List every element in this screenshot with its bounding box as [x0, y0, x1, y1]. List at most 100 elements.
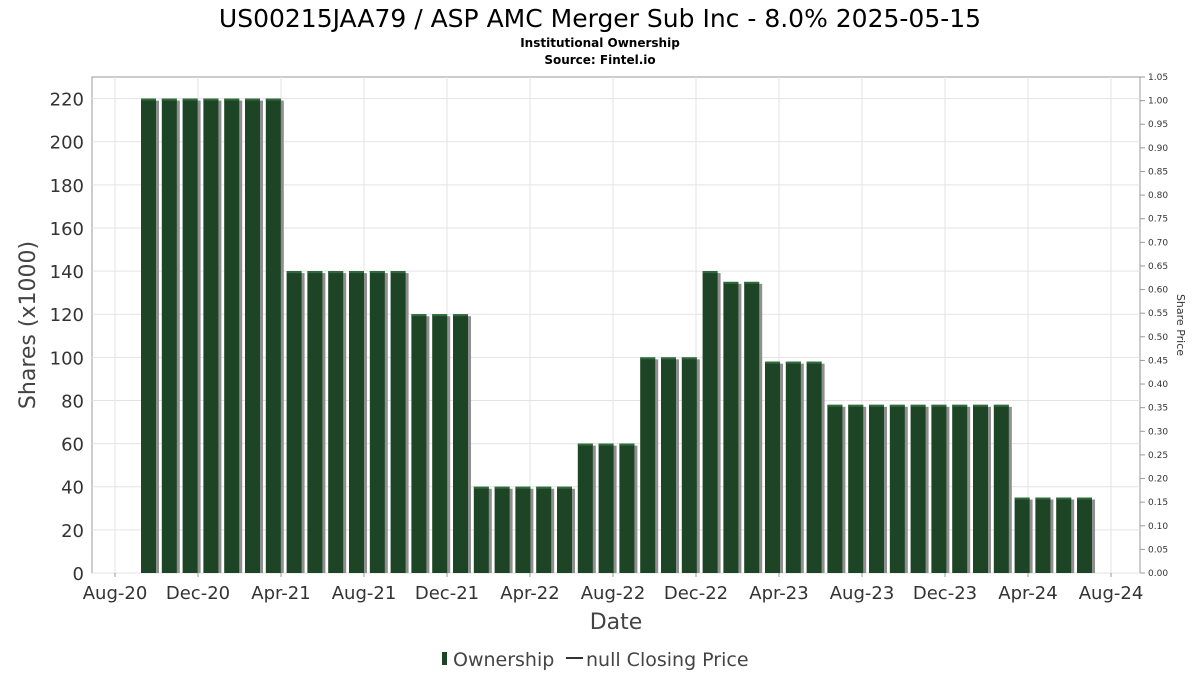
bar-highlight [141, 98, 156, 101]
bar-highlight [390, 271, 406, 274]
bar-highlight [993, 404, 1009, 407]
ownership-bar [349, 271, 364, 573]
y2-tick-label: 0.40 [1148, 380, 1168, 390]
y2-tick-label: 0.55 [1148, 309, 1168, 319]
bar-highlight [182, 98, 198, 101]
bar-highlight [973, 404, 988, 407]
bar-highlight [411, 314, 427, 317]
ownership-bar [328, 271, 344, 573]
bar-highlight [515, 486, 531, 489]
bar-highlight [369, 271, 385, 274]
bar-highlight [1014, 497, 1030, 500]
ownership-bar [744, 281, 760, 573]
ownership-bar [203, 98, 219, 573]
y2-tick-label: 1.05 [1148, 73, 1168, 83]
x-axis-label: Date [590, 610, 643, 635]
y-axis-label: Shares (x1000) [16, 241, 41, 409]
legend: Ownership null Closing Price [442, 649, 749, 671]
ownership-bar [432, 314, 448, 573]
y2-tick-label: 0.95 [1148, 120, 1168, 130]
ownership-bar [245, 98, 260, 573]
bar-highlight [203, 98, 219, 101]
bar-highlight [349, 271, 364, 274]
bar-highlight [619, 443, 635, 446]
bar-highlight [265, 98, 281, 101]
bar-highlight [245, 98, 260, 101]
bar-highlight [224, 98, 240, 101]
bar-highlight [536, 486, 552, 489]
legend-ownership-swatch [442, 652, 447, 665]
bar-highlight [806, 361, 822, 364]
ownership-bar [765, 361, 780, 573]
bar-highlight [328, 271, 344, 274]
ownership-bar [661, 357, 676, 573]
y2-tick-label: 0.50 [1148, 333, 1168, 343]
ownership-bar [515, 486, 531, 573]
bar-highlight [307, 271, 323, 274]
bar-highlight [848, 404, 864, 407]
y2-tick-label: 0.60 [1148, 286, 1168, 296]
ownership-bar [598, 443, 614, 573]
bar-highlight [910, 404, 926, 407]
ownership-bar [453, 314, 468, 573]
y-tick-label: 220 [50, 90, 84, 111]
x-tick-label: Apr-23 [749, 583, 808, 604]
y-tick-label: 80 [61, 391, 84, 412]
ownership-bar [141, 98, 156, 573]
x-tick-label: Aug-21 [332, 583, 397, 604]
bar-highlight [952, 404, 968, 407]
bar-highlight [557, 486, 572, 489]
y2-tick-label: 0.10 [1148, 522, 1168, 532]
x-tick-label: Aug-22 [581, 583, 646, 604]
x-tick-label: Aug-24 [1079, 583, 1144, 604]
x-tick-label: Dec-20 [166, 583, 230, 604]
ownership-bar [952, 404, 968, 573]
bar-highlight [744, 281, 760, 284]
x-tick-label: Dec-23 [913, 583, 977, 604]
ownership-bar [681, 357, 697, 573]
bar-highlight [1056, 497, 1072, 500]
legend-price-label: null Closing Price [586, 649, 749, 671]
ownership-bar [640, 357, 656, 573]
ownership-bar [161, 98, 177, 573]
x-tick-label: Apr-21 [251, 583, 310, 604]
y-axis-ticks: 0 20 40 60 80 100 120 140 160 180 200 220 [50, 90, 84, 585]
y2-tick-label: 0.80 [1148, 191, 1168, 201]
x-tick-label: Apr-24 [998, 583, 1057, 604]
bar-highlight [702, 271, 718, 274]
ownership-bar [1035, 497, 1051, 573]
bar-highlight [681, 357, 697, 360]
ownership-bar [536, 486, 552, 573]
x-tick-label: Apr-22 [500, 583, 559, 604]
ownership-bar [265, 98, 281, 573]
y2-axis-label: Share Price [1174, 294, 1187, 356]
bar-highlight [661, 357, 676, 360]
y2-tick-label: 0.65 [1148, 262, 1168, 272]
x-tick-label: Dec-21 [415, 583, 479, 604]
legend-ownership-label: Ownership [453, 649, 554, 671]
y2-tick-label: 1.00 [1148, 97, 1168, 107]
bar-highlight [765, 361, 780, 364]
y2-tick-label: 0.70 [1148, 238, 1168, 248]
ownership-bar [1077, 497, 1092, 573]
ownership-bar [307, 271, 323, 573]
ownership-bar [931, 404, 947, 573]
y-tick-label: 20 [61, 521, 84, 542]
chart-title: US00215JAA79 / ASP AMC Merger Sub Inc - … [219, 4, 981, 33]
y2-tick-label: 0.15 [1148, 498, 1168, 508]
chart-subtitle-2: Source: Fintel.io [544, 53, 655, 67]
y2-tick-label: 0.30 [1148, 427, 1168, 437]
y2-tick-label: 0.00 [1148, 569, 1168, 579]
y2-tick-label: 0.85 [1148, 167, 1168, 177]
ownership-bar [723, 281, 739, 573]
bar-highlight [640, 357, 656, 360]
y2-tick-label: 0.75 [1148, 215, 1168, 225]
y2-tick-label: 0.35 [1148, 404, 1168, 414]
ownership-bar [889, 404, 905, 573]
ownership-bar [473, 486, 489, 573]
ownership-bar [848, 404, 864, 573]
ownership-bar [785, 361, 801, 573]
x-tick-label: Aug-23 [830, 583, 895, 604]
ownership-bar [182, 98, 198, 573]
